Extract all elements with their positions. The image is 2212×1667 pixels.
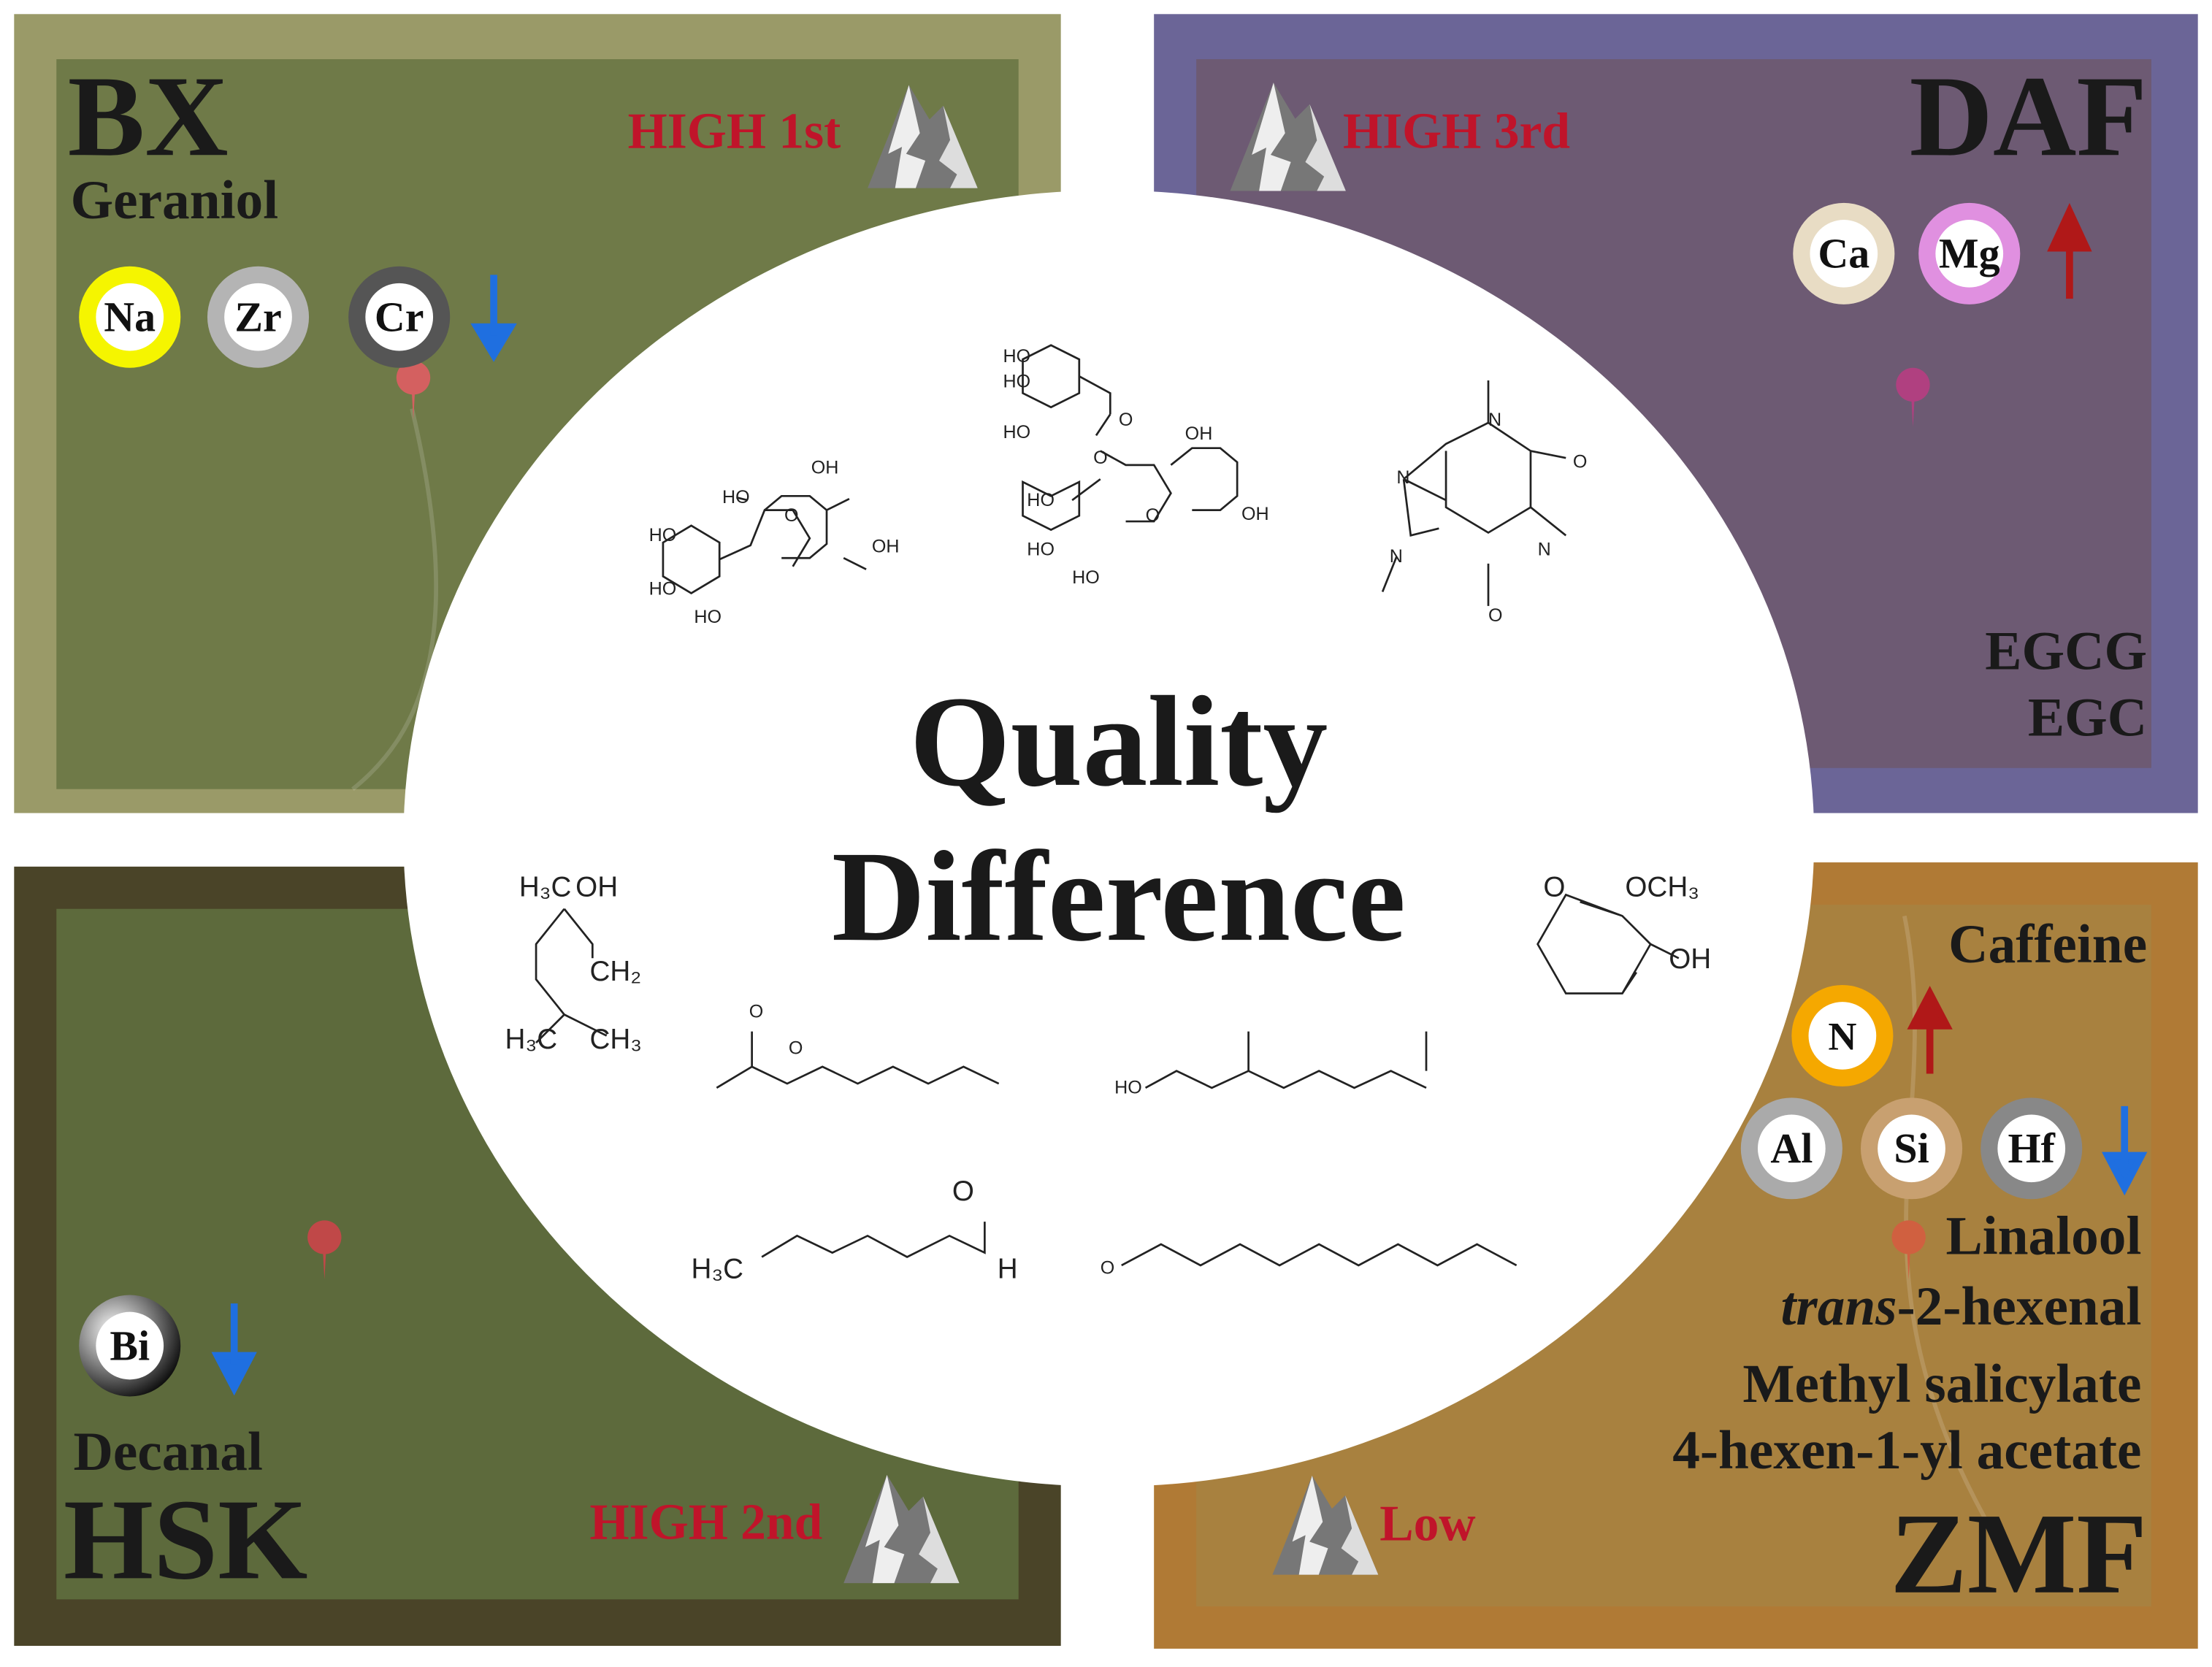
atom-label: O [1146, 505, 1160, 526]
altitude-rank: HIGH 2nd [589, 1494, 822, 1550]
compound: Geraniol [71, 170, 279, 231]
atom-label: HO [694, 607, 722, 627]
atom-label: HO [1027, 539, 1055, 559]
element-core [1757, 1114, 1826, 1183]
compound: Caffeine [1948, 914, 2147, 975]
atom-label: HO [649, 525, 677, 545]
element-symbol: Bi [110, 1322, 150, 1369]
center-disc [403, 190, 1815, 1487]
atom-label: HO [1003, 422, 1030, 442]
element-symbol: N [1828, 1015, 1856, 1059]
content: BX HIGH 1st Geraniol Na Zr Cr DAF HIGH 3rd EGCGE… [64, 53, 2147, 1617]
element-symbol: Ca [1818, 230, 1870, 277]
atom-label: HO [1114, 1078, 1142, 1098]
element-symbol: Cr [375, 294, 424, 341]
atom-label: O [789, 1038, 803, 1059]
atom-label: N [1390, 546, 1403, 567]
atom-label: HO [722, 487, 750, 507]
compound: EGCG [1985, 621, 2147, 682]
element-symbol: Zr [234, 294, 281, 341]
element-core [1997, 1114, 2066, 1183]
altitude-rank: HIGH 3rd [1343, 104, 1570, 160]
compound: Methyl salicylate [1742, 1354, 2141, 1414]
icons [211, 83, 2148, 1584]
altitude-rank: HIGH 1st [628, 104, 841, 160]
element-symbol: Si [1894, 1124, 1929, 1172]
element-symbol: Mg [1939, 230, 2000, 277]
atom-label: O [1119, 410, 1133, 430]
atom-label: HO [1072, 567, 1100, 588]
compound: Linalool [1945, 1206, 2141, 1267]
atom-label: OH [872, 537, 900, 557]
atom-label: H₃C [519, 871, 572, 903]
atom-label: HO [1003, 346, 1030, 367]
atom-label: N [1488, 410, 1501, 430]
atom-label: O [1488, 605, 1503, 626]
element-core [1935, 220, 2004, 288]
atom-label: H₃C [692, 1253, 744, 1284]
structures [535, 344, 1680, 1267]
atom-label: O [1543, 871, 1565, 903]
compound-italic: trans [1780, 1276, 1897, 1337]
atom-label: OCH₃ [1625, 871, 1699, 903]
element-core [1810, 220, 1878, 288]
atom-label: OH [1185, 424, 1213, 444]
atom-label: O [1101, 1258, 1115, 1279]
atom-label: O [784, 505, 799, 526]
atom-label: OH [575, 871, 618, 903]
atom-label: O [1573, 452, 1588, 472]
atom-label: CH₂ [589, 956, 641, 987]
element-core [96, 1311, 164, 1380]
element-core [365, 283, 434, 351]
compound-rest: -2-hexenal [1897, 1276, 2142, 1337]
atom-label: HO [649, 578, 677, 599]
atom-label: OH [1241, 504, 1269, 524]
element-core [1878, 1114, 1945, 1183]
panel-name: HSK [64, 1476, 307, 1603]
compound: EGC [2028, 687, 2147, 748]
compound: trans-2-hexenal [1780, 1276, 2141, 1337]
panel-name: ZMF [1890, 1490, 2147, 1618]
atom-label: O [952, 1176, 974, 1207]
element-core [1808, 1002, 1877, 1070]
compound: 4-hexen-1-yl acetate [1672, 1420, 2141, 1481]
element-symbol: Al [1770, 1124, 1813, 1172]
altitude-rank: Low [1379, 1495, 1475, 1552]
panel-name: DAF [1910, 53, 2148, 180]
element-core [224, 283, 292, 351]
atom-label: OH [811, 457, 839, 478]
atom-label: H₃C [505, 1024, 558, 1055]
atom-label: HO [1027, 490, 1055, 510]
atom-label: CH₃ [589, 1024, 642, 1055]
title-line: Difference [832, 825, 1406, 968]
element-symbol: Hf [2008, 1124, 2056, 1172]
compound: Decanal [73, 1422, 262, 1482]
atom-label: H [998, 1253, 1018, 1284]
atom-label: N [1538, 539, 1551, 559]
atom-label: N [1396, 467, 1409, 488]
element-core [96, 283, 164, 351]
atom-label: OH [1669, 943, 1711, 975]
atom-label: O [749, 1001, 764, 1022]
panel-name: BX [68, 53, 229, 180]
title-line: Quality [910, 670, 1328, 813]
element-symbol: Na [104, 294, 156, 341]
atom-label: O [1093, 448, 1108, 468]
atom-label: HO [1003, 372, 1030, 392]
